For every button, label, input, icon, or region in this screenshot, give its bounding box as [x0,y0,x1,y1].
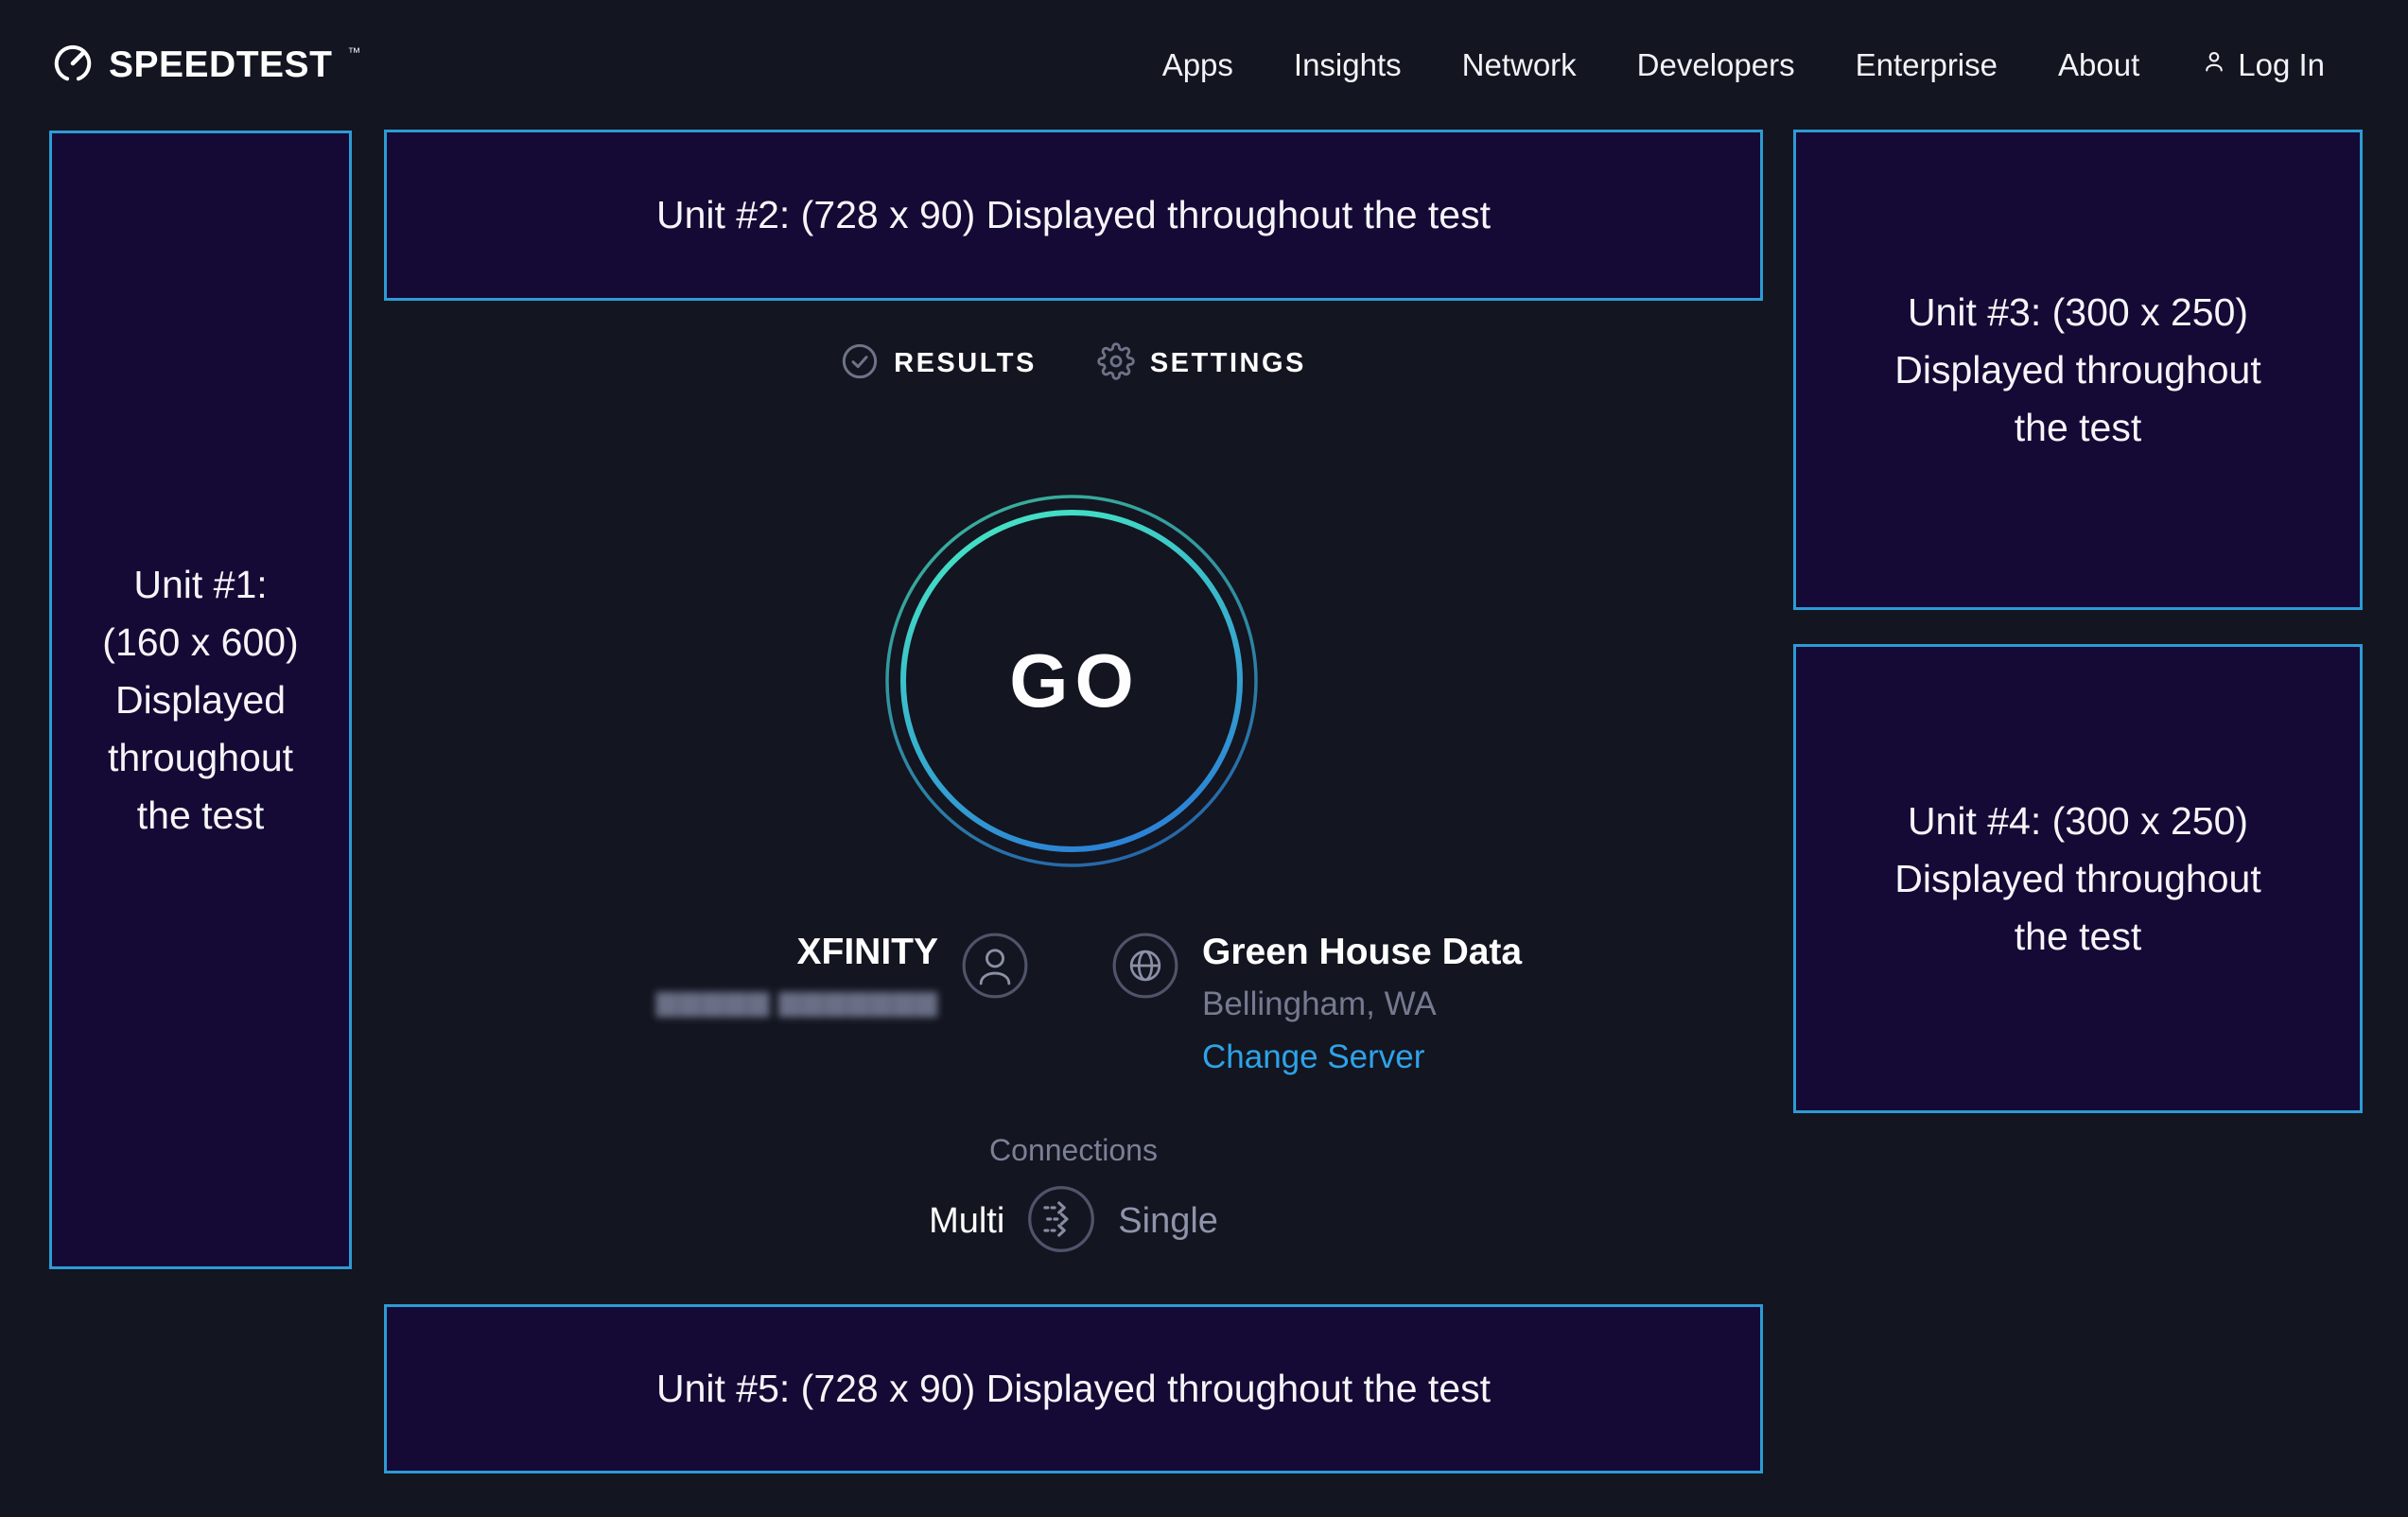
nav-item-apps[interactable]: Apps [1161,47,1233,82]
connections-toggle: Multi Single [384,1184,1763,1259]
check-circle-icon [841,342,879,385]
speedtest-logo[interactable]: SPEEDTEST ™ [51,42,361,90]
tab-settings[interactable]: SETTINGS [1097,342,1306,385]
top-nav-bar: SPEEDTEST ™ Apps Insights Network Develo… [0,0,2408,131]
main-nav: Apps Insights Network Developers Enterpr… [1162,47,2325,83]
go-button[interactable]: GO [885,495,1258,867]
provider-block: XFINITY ▆▆▆▆▆ ▆▆▆▆▆▆▆ [656,932,1029,1019]
login-button[interactable]: Log In [2200,47,2325,83]
ad-text-line: Displayed [114,677,287,722]
go-button-label: GO [1009,638,1141,723]
provider-user-icon[interactable] [961,932,1029,1004]
ad-text-line: Displayed throughout [1894,856,2261,900]
server-name: Green House Data [1202,932,1523,972]
nav-item-network[interactable]: Network [1461,47,1577,82]
go-button-rings [885,495,1258,867]
ad-text: Unit #5: (728 x 90) Displayed throughout… [655,1367,1492,1410]
server-text: Green House Data Bellingham, WA Change S… [1202,932,1522,1076]
nav-item-about[interactable]: About [2058,47,2140,82]
ad-unit-1-skyscraper[interactable]: Unit #1: (160 x 600) Displayed throughou… [49,131,352,1269]
ad-text-line: the test [2014,914,2142,958]
globe-icon[interactable] [1111,932,1179,1004]
multi-connections-arrows-icon[interactable] [1026,1184,1096,1259]
results-settings-tabs: RESULTS SETTINGS [384,342,1763,385]
provider-text: XFINITY ▆▆▆▆▆ ▆▆▆▆▆▆▆ [656,932,938,1019]
ad-text-line: Unit #1: [133,562,268,606]
tab-settings-label: SETTINGS [1149,348,1306,378]
toggle-option-multi[interactable]: Multi [929,1201,1005,1241]
connections-label: Connections [989,1133,1158,1167]
ad-text-line: the test [136,793,265,837]
ad-unit-4-rectangle[interactable]: Unit #4: (300 x 250) Displayed throughou… [1793,644,2363,1113]
change-server-link[interactable]: Change Server [1202,1038,1425,1075]
ad-text-line: Displayed throughout [1894,347,2261,392]
ad-unit-3-rectangle[interactable]: Unit #3: (300 x 250) Displayed throughou… [1793,130,2363,610]
tab-results-label: RESULTS [894,348,1037,378]
toggle-option-single[interactable]: Single [1118,1201,1218,1241]
nav-item-developers[interactable]: Developers [1636,47,1795,82]
ad-text: Unit #2: (728 x 90) Displayed throughout… [655,193,1492,236]
brand-trademark: ™ [347,44,361,60]
ad-text-line: throughout [107,735,294,779]
gear-icon [1097,342,1135,385]
connection-info-row: XFINITY ▆▆▆▆▆ ▆▆▆▆▆▆▆ Green House Data B… [384,932,1763,1092]
user-icon [2200,47,2228,83]
nav-item-insights[interactable]: Insights [1293,47,1402,82]
brand-name: SPEEDTEST [109,44,333,85]
ad-text-line: Unit #3: (300 x 250) [1907,289,2249,334]
ad-text-line: the test [2014,405,2142,449]
nav-item-enterprise[interactable]: Enterprise [1855,47,1998,82]
ad-text-line: (160 x 600) [102,619,299,664]
ad-text-line: Unit #4: (300 x 250) [1907,798,2249,843]
login-label: Log In [2238,47,2325,82]
ad-unit-5-leaderboard[interactable]: Unit #5: (728 x 90) Displayed throughout… [384,1304,1763,1473]
ad-unit-2-leaderboard[interactable]: Unit #2: (728 x 90) Displayed throughout… [384,130,1763,301]
speedometer-icon [51,42,95,90]
provider-detail-redacted: ▆▆▆▆▆ ▆▆▆▆▆▆▆ [655,985,938,1017]
tab-results[interactable]: RESULTS [841,342,1037,385]
provider-name: XFINITY [796,932,938,972]
server-location: Bellingham, WA [1202,985,1437,1022]
server-block: Green House Data Bellingham, WA Change S… [1111,932,1522,1076]
